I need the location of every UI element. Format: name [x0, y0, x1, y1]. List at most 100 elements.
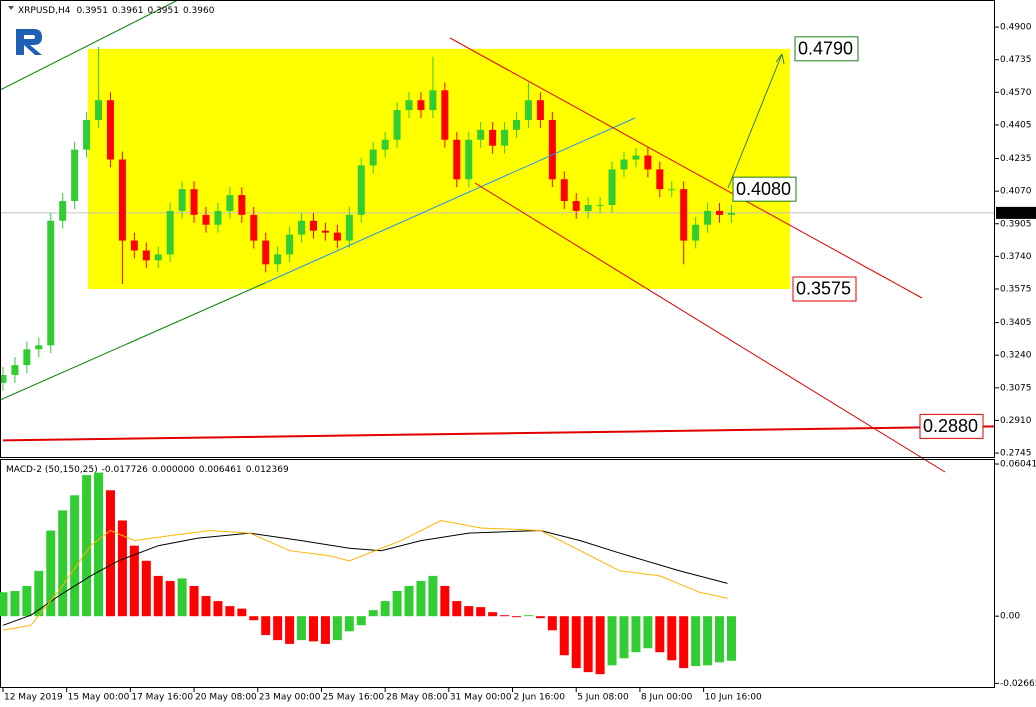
candle-body — [95, 100, 103, 120]
histogram-bar — [500, 615, 510, 617]
histogram-bar — [105, 490, 115, 617]
histogram-bar — [571, 616, 581, 669]
candle-body — [727, 212, 735, 215]
histogram-bar — [213, 601, 223, 617]
candle-body — [286, 234, 294, 255]
histogram-bar — [46, 530, 56, 617]
candle-body — [572, 201, 580, 211]
candle-body — [202, 214, 210, 225]
candle-body — [405, 100, 413, 111]
histogram-bar — [165, 580, 175, 617]
x-tick-label: 5 Jun 08:00 — [577, 693, 629, 703]
histogram-bar — [225, 606, 235, 617]
candle-body — [345, 214, 353, 241]
arrow-head — [775, 53, 785, 65]
candle-body — [381, 139, 389, 150]
y-tick-label: 0.4570 — [1000, 88, 1032, 98]
candle-body — [71, 149, 79, 202]
histogram-bar — [249, 616, 259, 621]
y-tick-label: 0.3905 — [1000, 219, 1032, 229]
channel-line — [474, 182, 946, 473]
symbol: XRPUSD,H4 — [18, 6, 71, 16]
candle-body — [548, 119, 556, 180]
header-value: 0.3960 — [183, 6, 215, 16]
y-tick-label: 0.2745 — [1000, 449, 1032, 459]
x-tick-label: 20 May 08:00 — [195, 693, 257, 703]
price-panel — [0, 0, 995, 458]
y-tick-label: 0.4070 — [1000, 187, 1032, 197]
price-header: XRPUSD,H4 0.3951 0.3961 0.3951 0.3960 — [18, 6, 215, 16]
candle-body — [393, 110, 401, 140]
candle-body — [321, 230, 329, 233]
histogram-bar — [0, 592, 8, 617]
y-tick-label: 0.4235 — [1000, 154, 1032, 164]
candle-body — [453, 139, 461, 180]
level-label: 0.2880 — [923, 416, 978, 436]
y-tick-label: 0.2910 — [1000, 416, 1032, 426]
histogram-bar — [440, 585, 450, 617]
histogram-bar — [715, 616, 725, 663]
candle-body — [596, 204, 604, 206]
candle-body — [238, 195, 246, 215]
candle-body — [118, 159, 126, 241]
candle-body — [190, 189, 198, 215]
y-tick-label: 0.4405 — [1000, 120, 1032, 130]
range-box — [88, 48, 790, 289]
histogram-bar — [726, 616, 736, 661]
histogram-bar — [583, 616, 593, 673]
histogram-bar — [428, 575, 438, 617]
level-box — [732, 176, 797, 202]
x-tick-label: 12 May 2019 — [4, 693, 63, 703]
histogram-bar — [464, 606, 474, 617]
histogram-bar — [631, 616, 641, 653]
candle-body — [620, 159, 628, 170]
candle-body — [357, 165, 365, 215]
candle-body — [644, 155, 652, 170]
y-tick-label: -0.02665 — [1000, 679, 1036, 689]
y-tick-label: 0.00 — [1000, 612, 1020, 622]
histogram-bar — [237, 608, 247, 617]
candle-body — [333, 232, 341, 241]
x-tick-label: 23 May 00:00 — [259, 693, 321, 703]
candle-body — [524, 100, 532, 120]
level-label: 0.4080 — [736, 179, 791, 199]
header-value: 0.012369 — [246, 465, 289, 475]
histogram-bar — [619, 616, 629, 659]
header-value: 0.000000 — [152, 465, 195, 475]
candle-body — [106, 100, 114, 160]
candle-body — [465, 139, 473, 180]
histogram-bar — [201, 596, 211, 617]
x-tick-label: 25 May 16:00 — [322, 693, 384, 703]
histogram-bar — [404, 585, 414, 617]
y-tick-label: 0.060414 — [1000, 459, 1036, 469]
histogram-bar — [261, 616, 271, 636]
histogram-bar — [368, 610, 378, 617]
candle-body — [178, 189, 186, 211]
histogram-bar — [82, 475, 92, 617]
level-box — [919, 413, 984, 439]
histogram-bar — [285, 616, 295, 644]
histogram-bar — [488, 612, 498, 617]
histogram-bar — [535, 616, 545, 619]
candle-body — [47, 220, 55, 346]
y-tick-label: 0.3575 — [1000, 284, 1032, 294]
histogram-bar — [10, 591, 20, 617]
histogram-bar — [153, 575, 163, 617]
candle-body — [441, 90, 449, 140]
candle-body — [632, 155, 640, 160]
header-value: 0.3961 — [112, 6, 144, 16]
macd-header: MACD-2 (50,150,25) -0.017726 0.000000 0.006… — [6, 465, 289, 475]
candle-body — [501, 129, 509, 146]
candle-body — [262, 240, 270, 265]
header-value: 0.3951 — [76, 6, 108, 16]
channel-line — [449, 37, 923, 299]
histogram-bar — [273, 616, 283, 641]
histogram-bar — [297, 616, 307, 641]
histogram-bar — [34, 570, 44, 617]
indicator-line — [2, 529, 728, 626]
histogram-bar — [308, 616, 318, 642]
candle-body — [536, 100, 544, 120]
histogram-bar — [643, 616, 653, 649]
symbol-icon — [8, 6, 14, 10]
